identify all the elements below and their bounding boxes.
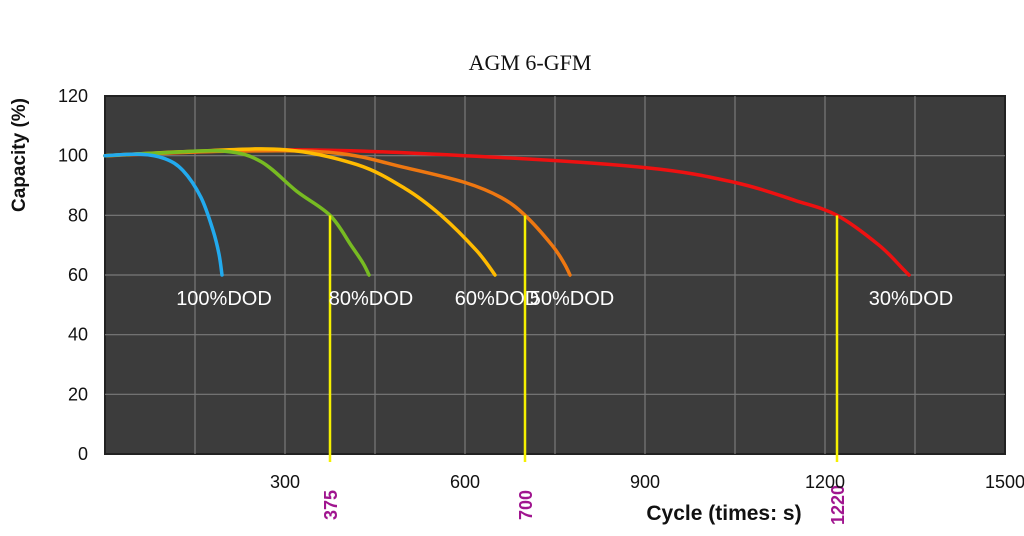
y-tick-label: 0: [78, 444, 88, 464]
y-tick-label: 60: [68, 265, 88, 285]
series-label-100pct-dod: 100%DOD: [176, 288, 272, 310]
series-label-80pct-dod: 80%DOD: [329, 288, 413, 310]
annotation-label-1220: 1220: [828, 485, 848, 525]
y-tick-label: 20: [68, 384, 88, 404]
y-tick-label: 120: [58, 86, 88, 106]
chart-title: AGM 6-GFM: [469, 50, 592, 75]
annotation-label-700: 700: [516, 490, 536, 520]
x-tick-label: 900: [630, 472, 660, 492]
series-lines: [103, 147, 911, 277]
grid: [105, 96, 1005, 454]
series-label-30pct-dod: 30%DOD: [869, 288, 953, 310]
x-tick-label: 300: [270, 472, 300, 492]
x-tick-label: 600: [450, 472, 480, 492]
y-tick-label: 80: [68, 205, 88, 225]
series-label-50pct-dod: 50%DOD: [530, 288, 614, 310]
y-tick-label: 100: [58, 146, 88, 166]
series-line-80pct-dod: [103, 148, 371, 277]
annotations: 375 700 1220: [321, 215, 848, 525]
x-tick-label: 1200: [805, 472, 845, 492]
x-tick-label: 1500: [985, 472, 1024, 492]
y-axis-label: Capacity (%): [9, 98, 30, 212]
annotation-label-375: 375: [321, 490, 341, 520]
axes: 0 20 40 60 80 100 120 300 600 900 1200 1500: [58, 86, 1024, 492]
series-line-100pct-dod: [103, 152, 224, 277]
x-axis-label: Cycle (times: s): [646, 502, 801, 525]
y-tick-label: 40: [68, 325, 88, 345]
series-label-60pct-dod: 60%DOD: [455, 288, 539, 310]
